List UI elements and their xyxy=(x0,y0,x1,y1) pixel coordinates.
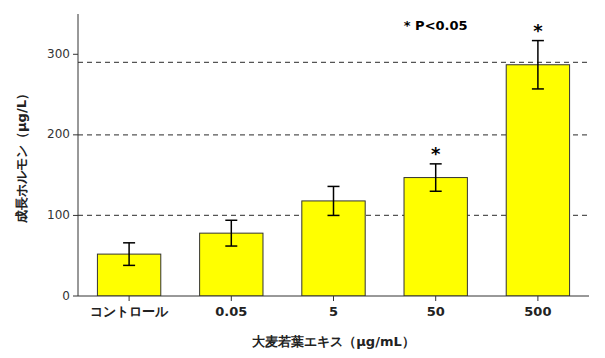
significance-marker: * xyxy=(533,20,543,41)
bar xyxy=(404,178,467,296)
y-tick-label: 0 xyxy=(62,289,70,303)
y-tick xyxy=(73,215,78,216)
error-line xyxy=(128,243,130,266)
error-bar xyxy=(532,41,544,89)
y-tick xyxy=(73,296,78,297)
x-tick xyxy=(231,296,232,301)
significance-marker: * xyxy=(431,143,441,164)
error-cap xyxy=(225,220,237,222)
error-bar xyxy=(430,164,442,191)
x-tick-label: 5 xyxy=(329,304,338,319)
error-line xyxy=(231,220,233,246)
y-axis-label: 成長ホルモン（μg/L） xyxy=(14,87,29,224)
error-cap xyxy=(225,245,237,247)
bars xyxy=(97,41,569,296)
error-cap xyxy=(430,191,442,193)
error-cap xyxy=(532,88,544,90)
x-tick-label: コントロール xyxy=(90,304,169,319)
x-tick-label: 0.05 xyxy=(215,304,247,319)
x-tick xyxy=(129,296,130,301)
background xyxy=(0,0,605,358)
x-tick-label: 500 xyxy=(524,304,551,319)
annotation: * P<0.05 xyxy=(404,18,468,33)
x-tick xyxy=(333,296,334,301)
error-cap xyxy=(328,186,340,188)
error-line xyxy=(537,41,539,89)
reference-line xyxy=(78,62,589,63)
error-line xyxy=(333,186,335,215)
chart: 0 100 200 300 コントロール 0.05 5 50 500 * * * P<0.05 大麦若葉… xyxy=(0,0,605,358)
y-tick xyxy=(73,54,78,55)
error-line xyxy=(435,164,437,191)
x-tick xyxy=(537,296,538,301)
error-bar xyxy=(123,243,135,266)
x-axis-label: 大麦若葉エキス（μg/mL） xyxy=(252,334,414,349)
y-tick xyxy=(73,134,78,135)
y-axis-line xyxy=(78,14,79,296)
y-tick-label: 100 xyxy=(47,208,70,222)
bar xyxy=(302,201,365,296)
x-tick-label: 50 xyxy=(427,304,445,319)
x-tick xyxy=(435,296,436,301)
bar xyxy=(506,65,569,296)
error-cap xyxy=(123,265,135,267)
error-cap xyxy=(123,242,135,244)
y-tick-label: 200 xyxy=(47,127,70,141)
error-cap xyxy=(328,215,340,217)
error-bar xyxy=(225,220,237,246)
y-tick-label: 300 xyxy=(47,47,70,61)
error-bar xyxy=(328,186,340,215)
